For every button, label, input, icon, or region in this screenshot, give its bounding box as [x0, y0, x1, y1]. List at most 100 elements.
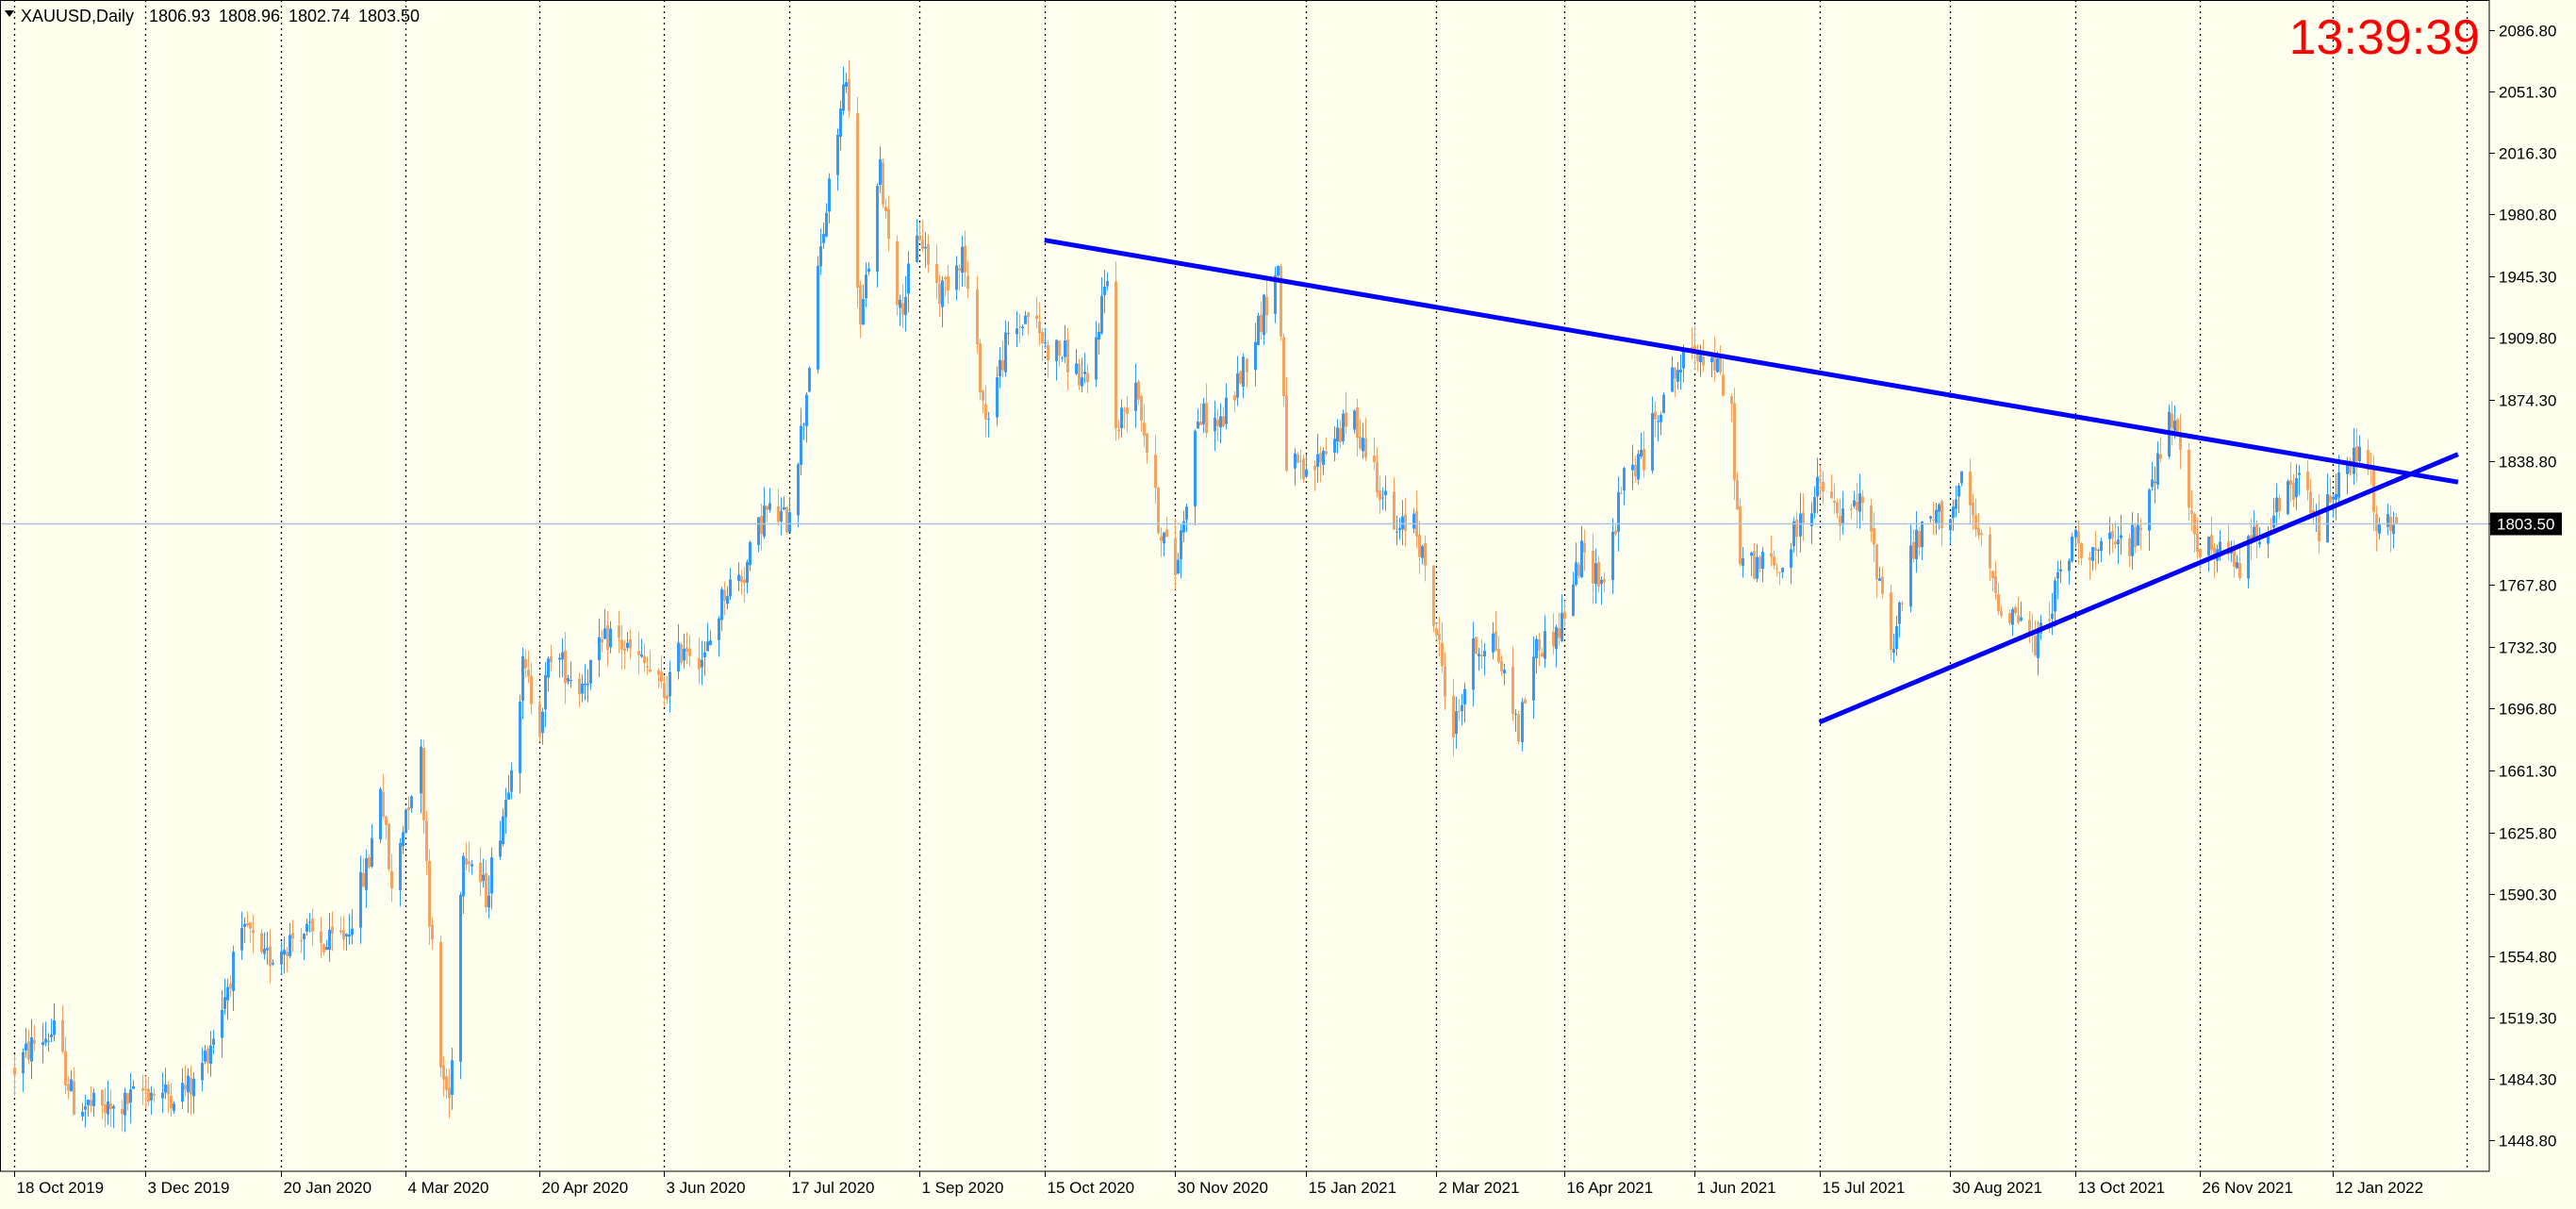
candle-body: [482, 874, 485, 882]
candle-body: [280, 952, 283, 965]
candle-body: [2080, 543, 2083, 558]
candle-body: [785, 506, 788, 533]
candle-body: [2120, 535, 2122, 538]
trendline-upper[interactable]: [1044, 238, 2459, 485]
candle-body: [538, 704, 541, 736]
candle-body: [1086, 373, 1089, 383]
candle-body: [1716, 358, 1719, 373]
candle-body: [2219, 541, 2221, 552]
candle-body: [550, 656, 553, 663]
candle-body: [1503, 670, 1506, 674]
candle-body: [979, 342, 982, 393]
grid-layer: [13, 0, 2469, 1171]
candle-body: [519, 701, 521, 773]
candle-body: [249, 922, 252, 929]
candle-body: [359, 871, 362, 928]
candle-body: [887, 209, 890, 240]
x-tick-label: 13 Oct 2021: [2078, 1179, 2166, 1197]
candle-body: [1299, 460, 1302, 462]
candle-body: [1461, 704, 1463, 712]
candle-body: [938, 283, 941, 305]
candle-body: [388, 823, 390, 869]
trendline-lower[interactable]: [1818, 452, 2459, 725]
candle-body: [2395, 517, 2398, 523]
y-tick-label: 1909.80: [2499, 330, 2556, 348]
candle-body: [1316, 454, 1319, 468]
candle-body: [1802, 512, 1805, 523]
candle-body: [445, 1076, 448, 1090]
candle-body: [1544, 631, 1546, 659]
candle-body: [2386, 513, 2389, 527]
candle-body: [1216, 420, 1219, 426]
candle-body: [1603, 578, 1606, 583]
candle-body: [2017, 615, 2020, 623]
candle-body: [947, 275, 949, 290]
candle-body: [723, 589, 726, 601]
y-tick-label: 1590.30: [2499, 886, 2556, 904]
candle-body: [184, 1085, 187, 1090]
candle-body: [379, 788, 382, 840]
candle-body: [836, 134, 839, 175]
candle-body: [252, 930, 255, 934]
candle-body: [1182, 521, 1185, 533]
candle-body: [487, 895, 490, 908]
candle-body: [2059, 569, 2062, 571]
candle-body: [2051, 613, 2054, 620]
candle-body: [1799, 513, 1802, 537]
candle-body: [1912, 541, 1915, 559]
candle-body: [2253, 526, 2255, 542]
symbol-timeframe[interactable]: XAUUSD,Daily: [21, 7, 134, 25]
candle-body: [921, 240, 924, 249]
candle-body: [1163, 532, 1165, 544]
candle-body: [547, 658, 550, 678]
candle-body: [471, 864, 473, 867]
candle-body: [2128, 538, 2131, 556]
candle-body: [1640, 450, 1643, 457]
candle-body: [1117, 429, 1120, 432]
candle-body: [1222, 416, 1225, 427]
candle-body: [1538, 639, 1541, 651]
candle-body: [1583, 542, 1586, 553]
candle-body: [1095, 337, 1098, 380]
candle-body: [524, 659, 527, 669]
candle-body: [1263, 294, 1265, 336]
symbol-dropdown-icon[interactable]: [5, 10, 14, 17]
candle-body: [1497, 649, 1500, 663]
candle-body: [422, 748, 425, 820]
candle-body: [1435, 628, 1438, 636]
candle-body: [129, 1089, 132, 1103]
candle-body: [1654, 411, 1657, 420]
candle-body: [1795, 519, 1798, 538]
y-tick-label: 1696.80: [2499, 701, 2556, 719]
candle-body: [1637, 454, 1640, 480]
candle-body: [1393, 491, 1395, 530]
candle-body: [720, 588, 723, 621]
candle-body: [1384, 490, 1387, 496]
candle-body: [598, 637, 601, 660]
candle-body: [1458, 710, 1461, 713]
candle-body: [521, 655, 524, 702]
candle-body: [107, 1101, 109, 1115]
candle-body: [206, 1048, 209, 1064]
candle-body: [2037, 630, 2039, 658]
candle-body: [1671, 367, 1674, 392]
candle-body: [1929, 516, 1932, 519]
candle-body: [1972, 502, 1974, 516]
candle-body: [442, 1065, 445, 1080]
candle-body: [999, 359, 1001, 377]
x-tick-label: 30 Aug 2021: [1953, 1179, 2042, 1197]
candle-body: [2114, 541, 2117, 545]
candle-body: [2238, 562, 2241, 578]
candle-body: [2255, 523, 2258, 542]
plot-border: [0, 0, 2490, 1172]
candle-body: [150, 1092, 153, 1101]
candle-body: [1977, 527, 1980, 536]
candle-body: [2117, 539, 2120, 545]
candle-body: [867, 268, 870, 273]
candle-body: [1563, 612, 1566, 620]
candle-body: [229, 984, 232, 989]
candle-body: [1274, 274, 1277, 314]
candle-body: [1044, 341, 1047, 344]
